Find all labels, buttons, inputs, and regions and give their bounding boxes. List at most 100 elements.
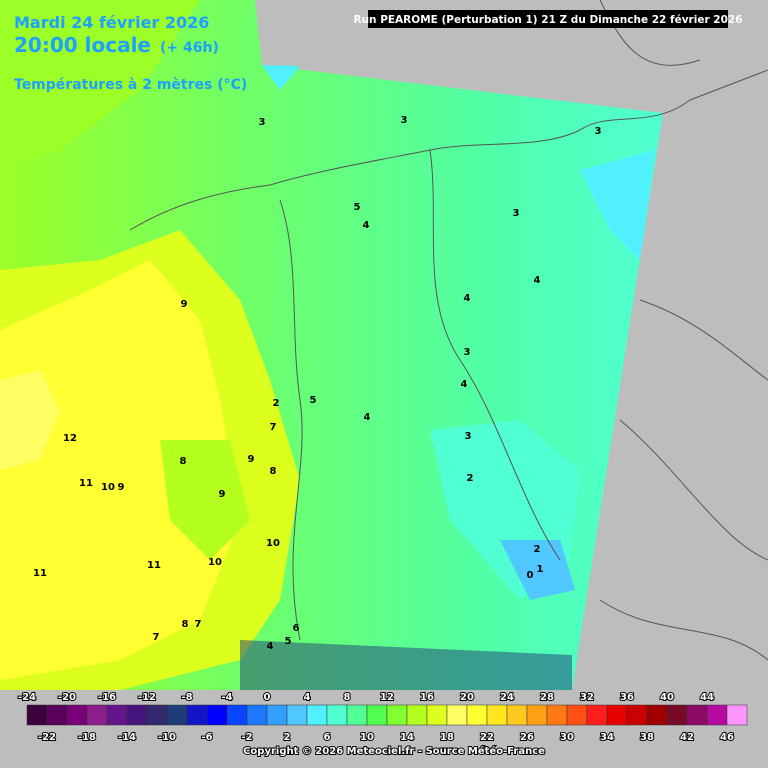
parameter: Températures à 2 mètres (°C) — [14, 77, 247, 93]
legend-label: 40 — [660, 692, 674, 703]
legend-label: 34 — [600, 732, 614, 743]
contour-label: 3 — [465, 431, 472, 442]
contour-label: 9 — [181, 299, 188, 310]
legend-swatch — [506, 704, 528, 726]
legend-label: 26 — [520, 732, 534, 743]
contour-label: 0 — [527, 570, 534, 581]
legend-swatch — [686, 704, 708, 726]
contour-label: 7 — [153, 632, 160, 643]
contour-label: 1 — [537, 564, 544, 575]
contour-label: 3 — [464, 347, 471, 358]
legend-swatch — [226, 704, 248, 726]
legend-label: 0 — [264, 692, 271, 703]
legend-label: 20 — [460, 692, 474, 703]
legend-label: 24 — [500, 692, 514, 703]
legend-label: 8 — [344, 692, 351, 703]
contour-label: 4 — [364, 412, 371, 423]
legend-label: -24 — [18, 692, 36, 703]
contour-label: 11 — [33, 568, 47, 579]
contour-label: 11 — [147, 560, 161, 571]
legend-label: -12 — [138, 692, 156, 703]
legend-swatch — [306, 704, 328, 726]
legend-label: -14 — [118, 732, 136, 743]
legend-swatch — [526, 704, 548, 726]
legend-label: -2 — [241, 732, 252, 743]
contour-label: 5 — [354, 202, 361, 213]
legend-swatch — [666, 704, 688, 726]
lead-time: (+ 46h) — [160, 40, 219, 56]
legend-label: 38 — [640, 732, 654, 743]
legend-swatch — [286, 704, 308, 726]
legend-swatch — [406, 704, 428, 726]
contour-label: 4 — [363, 220, 370, 231]
contour-label: 7 — [270, 422, 277, 433]
legend-label: -22 — [38, 732, 56, 743]
legend-swatch — [426, 704, 448, 726]
contour-label: 2 — [273, 398, 280, 409]
contour-label: 4 — [267, 641, 274, 652]
legend: -24-22-20-18-16-14-12-10-8-6-4-202468101… — [17, 691, 748, 744]
legend-swatch — [546, 704, 568, 726]
legend-swatch — [566, 704, 588, 726]
contour-label: 3 — [259, 117, 266, 128]
legend-swatch — [106, 704, 128, 726]
contour-label: 6 — [293, 623, 300, 634]
contour-label: 11 — [79, 478, 93, 489]
legend-swatch — [706, 704, 728, 726]
contour-label: 3 — [595, 126, 602, 137]
contour-label: 9 — [219, 489, 226, 500]
legend-label: 44 — [700, 692, 714, 703]
contour-label: 2 — [467, 473, 474, 484]
legend-swatch — [346, 704, 368, 726]
date: Mardi 24 février 2026 — [14, 13, 209, 32]
legend-label: 10 — [360, 732, 374, 743]
contour-label: 9 — [248, 454, 255, 465]
legend-swatch — [126, 704, 148, 726]
contour-label: 9 — [118, 482, 125, 493]
legend-label: 42 — [680, 732, 694, 743]
run-box — [368, 10, 728, 28]
legend-label: 22 — [480, 732, 494, 743]
legend-label: -18 — [78, 732, 96, 743]
legend-swatch — [26, 704, 48, 726]
legend-swatch — [186, 704, 208, 726]
legend-swatch — [466, 704, 488, 726]
legend-label: -20 — [58, 692, 76, 703]
legend-label: 2 — [284, 732, 291, 743]
contour-label: 12 — [63, 433, 77, 444]
legend-label: 28 — [540, 692, 554, 703]
legend-swatch — [266, 704, 288, 726]
legend-label: 30 — [560, 732, 574, 743]
legend-swatch — [726, 704, 748, 726]
contour-label: 7 — [195, 619, 202, 630]
legend-label: 16 — [420, 692, 434, 703]
legend-swatch — [86, 704, 108, 726]
contour-label: 2 — [534, 544, 541, 555]
legend-swatch — [246, 704, 268, 726]
legend-swatch — [486, 704, 508, 726]
legend-label: 4 — [304, 692, 311, 703]
contour-label: 8 — [270, 466, 277, 477]
legend-swatch — [66, 704, 88, 726]
contour-label: 5 — [285, 636, 292, 647]
contour-label: 4 — [461, 379, 468, 390]
legend-label: -4 — [221, 692, 232, 703]
legend-label: 32 — [580, 692, 594, 703]
legend-swatch — [166, 704, 188, 726]
contour-label: 10 — [208, 557, 222, 568]
contour-labels: 3 3 3 5 4 3 4 4 9 3 4 5 2 4 3 12 7 8 9 8… — [33, 115, 601, 652]
contour-label: 8 — [182, 619, 189, 630]
copyright: Copyright © 2026 Meteociel.fr - Source M… — [243, 745, 545, 757]
legend-swatch — [386, 704, 408, 726]
contour-label: 10 — [266, 538, 280, 549]
legend-label: 18 — [440, 732, 454, 743]
contour-label: 3 — [401, 115, 408, 126]
legend-swatch — [626, 704, 648, 726]
contour-label: 8 — [180, 456, 187, 467]
legend-swatch — [586, 704, 608, 726]
legend-swatch — [326, 704, 348, 726]
contour-label: 10 — [101, 482, 115, 493]
contour-label: 3 — [513, 208, 520, 219]
legend-swatch — [606, 704, 628, 726]
